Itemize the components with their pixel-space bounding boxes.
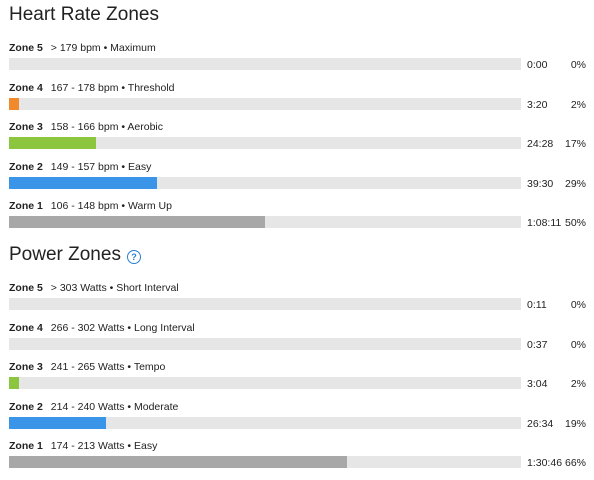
zone-name: Zone 2 (9, 160, 43, 173)
zone-bar-track (9, 377, 521, 389)
zone-percent: 2% (570, 378, 586, 390)
zone-time: 39:30 (527, 177, 554, 190)
zone-range: 266 - 302 Watts • Long Interval (50, 321, 195, 334)
heart-rate-zones-title-text: Heart Rate Zones (9, 4, 159, 25)
zone-percent: 17% (564, 138, 586, 150)
zone-name: Zone 5 (9, 282, 43, 294)
zone-range: 241 - 265 Watts • Tempo (50, 361, 166, 373)
zone-percent: 19% (564, 417, 586, 430)
zone-time: 0:11 (527, 299, 547, 311)
zone-bar-track (9, 97, 521, 110)
zone-range: 106 - 148 bpm • Warm Up (50, 200, 172, 212)
zone-bar-fill (9, 456, 347, 468)
zone-time: 1:08:11 (527, 217, 562, 229)
zone-label: Zone 2 149 - 157 bpm • Easy (9, 161, 151, 174)
zone-name: Zone 1 (9, 440, 43, 452)
zone-label: Zone 3 241 - 265 Watts • Tempo (9, 361, 165, 374)
power-zones-title: Power Zones ? (9, 244, 141, 266)
zone-label: Zone 4 266 - 302 Watts • Long Interval (9, 322, 195, 335)
power-zones-title-text: Power Zones (9, 244, 121, 265)
zone-name: Zone 3 (9, 121, 43, 133)
zone-range: 214 - 240 Watts • Moderate (50, 400, 179, 413)
heart-rate-zone-1-row: Zone 1 106 - 148 bpm • Warm Up 1:08:11 5… (0, 200, 594, 240)
power-zone-4-row: Zone 4 266 - 302 Watts • Long Interval 0… (0, 322, 594, 362)
zone-bar-track (9, 58, 521, 70)
zone-time: 1:30:46 (527, 457, 563, 469)
zone-range: 174 - 213 Watts • Easy (50, 440, 158, 452)
heart-rate-zone-5-row: Zone 5 > 179 bpm • Maximum 0:00 0% (0, 42, 594, 82)
zone-time: 3:04 (527, 378, 548, 390)
zone-percent: 50% (564, 217, 586, 229)
zone-range: > 303 Watts • Short Interval (50, 282, 179, 294)
zone-name: Zone 4 (9, 321, 43, 334)
zone-time: 0:00 (527, 59, 548, 71)
question-circle-icon[interactable]: ? (126, 250, 141, 264)
zone-range: > 179 bpm • Maximum (50, 42, 156, 54)
heart-rate-zone-2-row: Zone 2 149 - 157 bpm • Easy 39:30 29% (0, 161, 594, 201)
zone-label: Zone 2 214 - 240 Watts • Moderate (9, 401, 178, 414)
zone-name: Zone 5 (9, 42, 43, 54)
zone-percent: 0% (570, 338, 586, 351)
zone-bar-track (9, 337, 521, 350)
zone-time: 24:28 (527, 138, 554, 150)
zone-time: 0:37 (527, 338, 548, 351)
zone-percent: 2% (570, 98, 586, 111)
zone-name: Zone 3 (9, 361, 43, 373)
zone-range: 167 - 178 bpm • Threshold (50, 81, 175, 94)
zone-percent: 29% (564, 177, 586, 190)
power-zone-1-row: Zone 1 174 - 213 Watts • Easy 1:30:46 66… (0, 440, 594, 480)
zone-name: Zone 1 (9, 200, 43, 212)
power-zone-2-row: Zone 2 214 - 240 Watts • Moderate 26:34 … (0, 401, 594, 441)
zone-name: Zone 2 (9, 400, 43, 413)
zone-time: 26:34 (527, 417, 554, 430)
zone-label: Zone 3 158 - 166 bpm • Aerobic (9, 121, 163, 134)
zone-bar-track (9, 176, 521, 189)
zone-bar-fill (9, 176, 158, 189)
zone-time: 3:20 (527, 98, 548, 111)
zone-bar-track (9, 216, 521, 228)
power-zone-3-row: Zone 3 241 - 265 Watts • Tempo 3:04 2% (0, 361, 594, 401)
zone-percent: 0% (570, 59, 586, 71)
zone-bar-track (9, 137, 521, 149)
heart-rate-zone-4-row: Zone 4 167 - 178 bpm • Threshold 3:20 2% (0, 82, 594, 122)
heart-rate-zone-list: Zone 5 > 179 bpm • Maximum 0:00 0% Zone … (0, 42, 594, 240)
heart-rate-zone-3-row: Zone 3 158 - 166 bpm • Aerobic 24:28 17% (0, 121, 594, 161)
zone-bar-fill (9, 416, 107, 429)
zone-label: Zone 5 > 303 Watts • Short Interval (9, 282, 179, 295)
power-zone-5-row: Zone 5 > 303 Watts • Short Interval 0:11… (0, 282, 594, 322)
zone-label: Zone 1 174 - 213 Watts • Easy (9, 440, 157, 453)
zone-name: Zone 4 (9, 81, 43, 94)
zone-percent: 0% (570, 299, 586, 311)
zone-label: Zone 5 > 179 bpm • Maximum (9, 42, 156, 55)
zone-bar-track (9, 456, 521, 468)
zone-bar-track (9, 416, 521, 429)
zone-bar-track (9, 298, 521, 310)
zone-bar-fill (9, 97, 20, 110)
power-zone-list: Zone 5 > 303 Watts • Short Interval 0:11… (0, 282, 594, 480)
zone-bar-fill (9, 216, 265, 228)
heart-rate-zones-title: Heart Rate Zones (9, 4, 159, 26)
zone-label: Zone 4 167 - 178 bpm • Threshold (9, 82, 175, 95)
zone-percent: 66% (564, 457, 586, 469)
zone-range: 149 - 157 bpm • Easy (50, 160, 152, 173)
zone-label: Zone 1 106 - 148 bpm • Warm Up (9, 200, 172, 213)
zone-bar-fill (9, 137, 97, 149)
zone-bar-fill (9, 377, 20, 389)
zone-range: 158 - 166 bpm • Aerobic (50, 121, 164, 133)
